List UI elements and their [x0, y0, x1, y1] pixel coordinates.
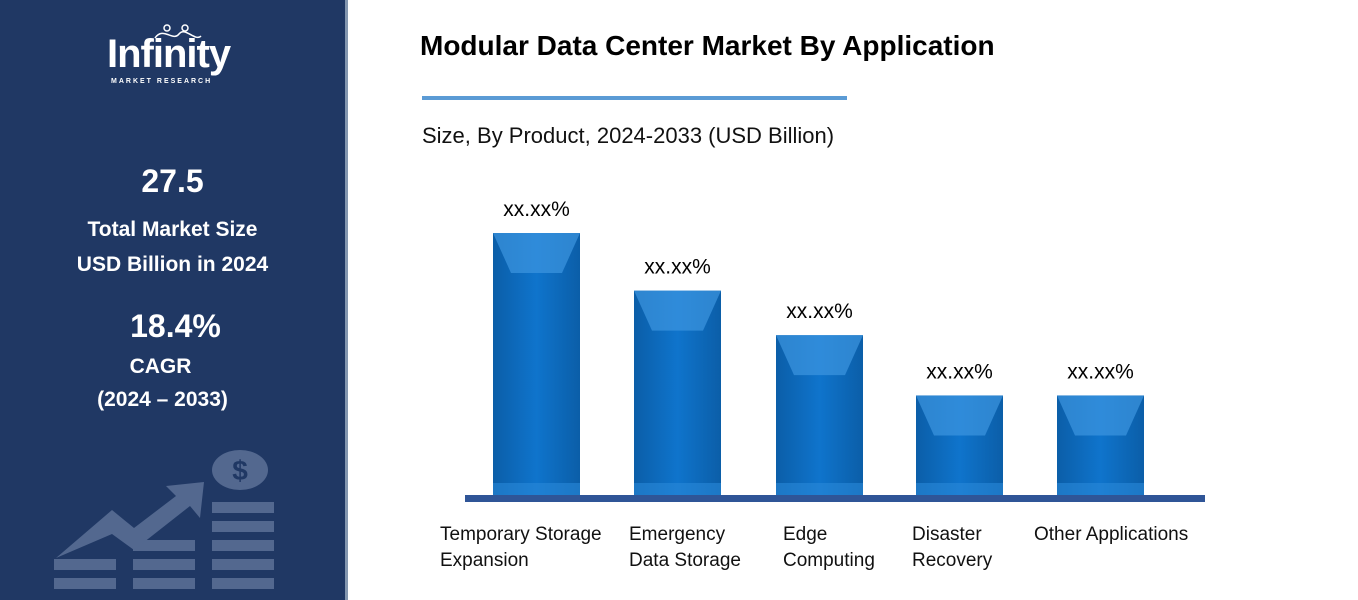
category-label: Emergency Data Storage	[629, 524, 741, 571]
market-size-label: Total Market Size	[87, 218, 258, 241]
chart-title: Modular Data Center Market By Applicatio…	[420, 30, 995, 61]
category-label: Disaster Recovery	[912, 524, 993, 571]
bar-bevel-bottom	[634, 483, 721, 495]
category-label: Other Applications	[1034, 524, 1189, 545]
market-size-value: 27.5	[141, 163, 204, 199]
bar-bevel-top	[776, 335, 863, 376]
category-label: Edge Computing	[783, 524, 875, 571]
data-label: xx.xx%	[786, 300, 853, 323]
cagr-label: CAGR	[129, 355, 192, 378]
bar-bevel-bottom	[776, 483, 863, 495]
bar	[493, 233, 580, 495]
logo-infinity-icon	[154, 24, 202, 39]
cagr-value: 18.4%	[130, 308, 221, 344]
data-label: xx.xx%	[644, 256, 711, 279]
svg-text:$: $	[232, 455, 248, 486]
market-size-unit: USD Billion in 2024	[76, 253, 269, 276]
cagr-period: (2024 – 2033)	[97, 388, 228, 411]
bar-bevel-top	[1057, 395, 1144, 436]
bar-bevel-bottom	[1057, 483, 1144, 495]
bar-bevel-top	[916, 395, 1003, 436]
sidebar: Infinity MARKET RESEARCH 27.5 Total Mark…	[0, 0, 348, 600]
data-label: xx.xx%	[926, 360, 993, 383]
chart-subtitle: Size, By Product, 2024-2033 (USD Billion…	[422, 123, 835, 148]
logo: Infinity MARKET RESEARCH	[95, 22, 255, 92]
bar-bevel-top	[634, 290, 721, 331]
title-divider	[422, 96, 847, 100]
bar-bevel-bottom	[916, 483, 1003, 495]
logo-wordmark: Infinity	[107, 32, 231, 76]
logo-tagline: MARKET RESEARCH	[111, 78, 213, 85]
bar-bevel-bottom	[493, 483, 580, 495]
category-label: Temporary Storage Expansion	[440, 524, 602, 571]
bar-bevel-top	[493, 233, 580, 273]
data-label: xx.xx%	[1067, 360, 1134, 383]
x-axis-baseline	[465, 495, 1205, 502]
growth-chart-dollar-icon: $	[54, 450, 274, 589]
data-label: xx.xx%	[503, 198, 570, 221]
